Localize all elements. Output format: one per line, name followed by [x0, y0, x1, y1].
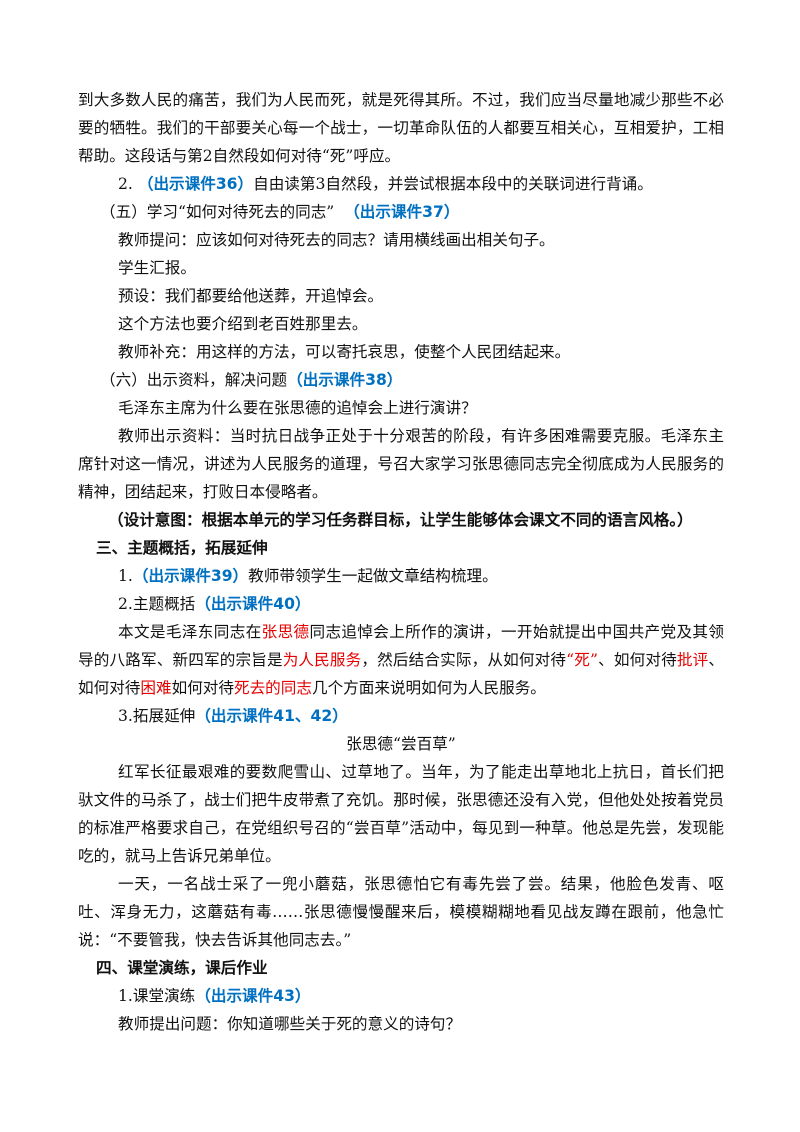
paragraph: 三、主题概括，拓展延伸: [78, 534, 724, 562]
text: 3.拓展延伸: [118, 707, 196, 725]
paragraph: 2.主题概括（出示课件40）: [78, 590, 724, 618]
paragraph: 这个方法也要介绍到老百姓那里去。: [78, 310, 724, 338]
text: 2.: [118, 175, 138, 193]
text: （六）出示资料，解决问题: [100, 371, 288, 389]
text: 如何对待: [171, 679, 234, 697]
paragraph: 学生汇报。: [78, 254, 724, 282]
text: （设计意图：根据本单元的学习任务群目标，让学生能够体会课文不同的语言风格。）: [108, 510, 693, 529]
text: 这个方法也要介绍到老百姓那里去。: [118, 315, 368, 333]
text: ，然后结合实际，从如何对待: [361, 651, 567, 669]
text: 教师提出问题：你知道哪些关于死的意义的诗句？: [118, 1015, 462, 1033]
highlight: 张思德: [261, 623, 310, 641]
text: （五）学习“如何对待死去的同志”: [100, 203, 345, 221]
paragraph: 一天，一名战士采了一兜小蘑菇，张思德怕它有毒先尝了尝。结果，他脸色发青、呕吐、浑…: [78, 870, 724, 954]
courseware-ref: （出示课件41、42）: [195, 707, 348, 725]
text: 自由读第3自然段，并尝试根据本段中的关联词进行背诵。: [253, 175, 653, 193]
paragraph: （六）出示资料，解决问题（出示课件38）: [78, 366, 724, 394]
courseware-ref: （出示课件37）: [344, 203, 460, 221]
paragraph: （五）学习“如何对待死去的同志” （出示课件37）: [78, 198, 724, 226]
text: 张思德“尝百草”: [346, 735, 456, 753]
paragraph: 教师出示资料：当时抗日战争正处于十分艰苦的阶段，有许多困难需要克服。毛泽东主席针…: [78, 422, 724, 506]
paragraph: 预设：我们都要给他送葬，开追悼会。: [78, 282, 724, 310]
highlight: 为人民服务: [282, 651, 362, 669]
paragraph: 1.（出示课件39）教师带领学生一起做文章结构梳理。: [78, 562, 724, 590]
text: 本文是毛泽东同志在: [118, 623, 262, 641]
paragraph: 1.课堂演练（出示课件43）: [78, 982, 724, 1010]
text: 教师出示资料：当时抗日战争正处于十分艰苦的阶段，有许多困难需要克服。毛泽东主席针…: [78, 427, 724, 501]
paragraph: 本文是毛泽东同志在张思德同志追悼会上所作的演讲，一开始就提出中国共产党及其领导的…: [78, 618, 724, 702]
text: 2.主题概括: [118, 595, 196, 613]
courseware-ref: （出示课件40）: [195, 595, 311, 613]
courseware-ref: （出示课件36）: [137, 175, 254, 193]
text: 同志追悼会上所作的演讲，一开始就提出中国共产党及其领导的八路军、新四军的宗旨是: [78, 623, 724, 669]
text: 学生汇报。: [118, 259, 196, 277]
highlight: “死”: [566, 651, 598, 669]
courseware-ref: （出示课件38）: [287, 371, 403, 389]
paragraph: 教师提出问题：你知道哪些关于死的意义的诗句？: [78, 1010, 724, 1038]
courseware-ref: （出示课件43）: [195, 987, 311, 1005]
text: 到大多数人民的痛苦，我们为人民而死，就是死得其所。不过，我们应当尽量地减少那些不…: [78, 91, 724, 165]
text: 四、课堂演练，课后作业: [96, 958, 268, 977]
paragraph: （设计意图：根据本单元的学习任务群目标，让学生能够体会课文不同的语言风格。）: [78, 506, 724, 534]
text: 预设：我们都要给他送葬，开追悼会。: [118, 287, 384, 305]
text: 教师补充：用这样的方法，可以寄托哀思，使整个人民团结起来。: [118, 343, 571, 361]
paragraph: 红军长征最艰难的要数爬雪山、过草地了。当年，为了能走出草地北上抗日，首长们把驮文…: [78, 758, 724, 870]
paragraph: 张思德“尝百草”: [78, 730, 724, 758]
paragraph: 毛泽东主席为什么要在张思德的追悼会上进行演讲？: [78, 394, 724, 422]
paragraph: 3.拓展延伸（出示课件41、42）: [78, 702, 724, 730]
paragraph: 到大多数人民的痛苦，我们为人民而死，就是死得其所。不过，我们应当尽量地减少那些不…: [78, 86, 724, 170]
courseware-ref: （出示课件39）: [132, 567, 249, 585]
text: 1.课堂演练: [118, 987, 196, 1005]
text: 1.: [118, 567, 133, 585]
paragraph: 教师补充：用这样的方法，可以寄托哀思，使整个人民团结起来。: [78, 338, 724, 366]
highlight: 批评: [676, 651, 709, 669]
text: 教师提问：应该如何对待死去的同志？请用横线画出相关句子。: [118, 231, 555, 249]
paragraph: 四、课堂演练，课后作业: [78, 954, 724, 982]
paragraph: 教师提问：应该如何对待死去的同志？请用横线画出相关句子。: [78, 226, 724, 254]
highlight: 死去的同志: [233, 679, 312, 697]
text: 一天，一名战士采了一兜小蘑菇，张思德怕它有毒先尝了尝。结果，他脸色发青、呕吐、浑…: [78, 875, 724, 949]
text: 、如何对待: [78, 651, 724, 697]
text: 几个方面来说明如何为人民服务。: [311, 679, 546, 697]
paragraph: 2. （出示课件36）自由读第3自然段，并尝试根据本段中的关联词进行背诵。: [78, 170, 724, 198]
text: 、如何对待: [597, 651, 677, 669]
document: 到大多数人民的痛苦，我们为人民而死，就是死得其所。不过，我们应当尽量地减少那些不…: [78, 86, 724, 1038]
highlight: 困难: [140, 679, 172, 697]
text: 三、主题概括，拓展延伸: [96, 538, 268, 557]
text: 毛泽东主席为什么要在张思德的追悼会上进行演讲？: [118, 399, 477, 417]
text: 教师带领学生一起做文章结构梳理。: [248, 567, 498, 585]
text: 红军长征最艰难的要数爬雪山、过草地了。当年，为了能走出草地北上抗日，首长们把驮文…: [78, 763, 724, 865]
